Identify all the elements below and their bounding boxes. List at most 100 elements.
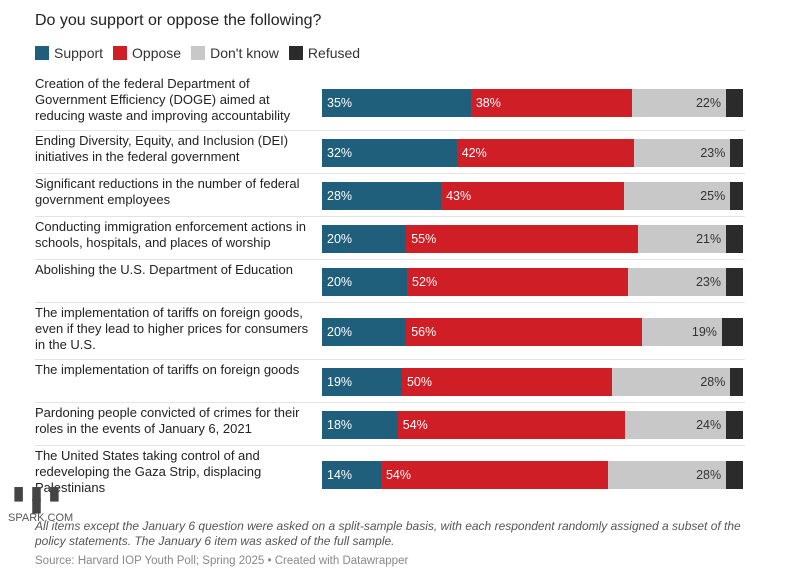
watermark-logo: █ █ █ █ SPARK.COM bbox=[8, 487, 74, 524]
data-label: 42% bbox=[461, 146, 487, 160]
bar-segment-dontknow: 25% bbox=[623, 182, 731, 210]
bar-segment-support: 20% bbox=[322, 225, 407, 253]
stacked-bar: 28% 43% 25% bbox=[322, 182, 743, 210]
bar-segment-refused bbox=[725, 89, 743, 117]
legend-item-support: Support bbox=[35, 45, 103, 61]
chart-row: Creation of the federal Department of Go… bbox=[35, 76, 745, 128]
legend-swatch bbox=[113, 46, 128, 60]
data-label: 20% bbox=[327, 275, 353, 289]
chart-row: Pardoning people convicted of crimes for… bbox=[35, 405, 745, 443]
watermark-text: SPARK.COM bbox=[8, 512, 74, 524]
data-label: 23% bbox=[700, 146, 726, 160]
data-label: 19% bbox=[691, 325, 717, 339]
category-label: The implementation of tariffs on foreign… bbox=[35, 305, 309, 352]
bar-segment-refused bbox=[726, 411, 743, 439]
bar-segment-oppose: 54% bbox=[397, 411, 626, 439]
chart-row: The implementation of tariffs on foreign… bbox=[35, 305, 745, 357]
bar-segment-refused bbox=[730, 139, 743, 167]
data-label: 28% bbox=[696, 468, 722, 482]
bar-segment-oppose: 50% bbox=[401, 368, 613, 396]
bar-segment-oppose: 42% bbox=[456, 139, 634, 167]
data-label: 50% bbox=[406, 375, 433, 389]
bar-segment-support: 20% bbox=[322, 268, 408, 296]
data-label: 32% bbox=[327, 146, 353, 160]
row-divider bbox=[35, 259, 745, 260]
bar-segment-oppose: 43% bbox=[441, 182, 624, 210]
row-divider bbox=[35, 130, 745, 131]
row-divider bbox=[35, 173, 745, 174]
category-label: Significant reductions in the number of … bbox=[35, 176, 300, 207]
data-label: 56% bbox=[411, 325, 437, 339]
stacked-bar: 32% 42% 23% bbox=[322, 139, 743, 167]
bar-segment-refused bbox=[721, 318, 743, 346]
bar-segment-dontknow: 28% bbox=[608, 461, 727, 489]
data-label: 23% bbox=[695, 275, 721, 289]
bar-segment-refused bbox=[730, 182, 743, 210]
legend-item-oppose: Oppose bbox=[113, 45, 181, 61]
data-label: 14% bbox=[327, 468, 353, 482]
chart-row: Conducting immigration enforcement actio… bbox=[35, 219, 745, 257]
data-label: 21% bbox=[696, 232, 722, 246]
data-label: 20% bbox=[327, 325, 353, 339]
row-divider bbox=[35, 216, 745, 217]
data-label: 24% bbox=[696, 418, 722, 432]
data-label: 28% bbox=[700, 375, 726, 389]
category-label: Conducting immigration enforcement actio… bbox=[35, 219, 306, 250]
chart-note: All items except the January 6 question … bbox=[35, 519, 741, 548]
data-label: 35% bbox=[327, 96, 353, 110]
category-label: The United States taking control of and … bbox=[35, 448, 262, 495]
bar-segment-oppose: 55% bbox=[406, 225, 638, 253]
row-divider bbox=[35, 402, 745, 403]
bar-segment-refused bbox=[726, 461, 743, 489]
bar-segment-dontknow: 28% bbox=[612, 368, 731, 396]
data-label: 22% bbox=[695, 96, 721, 110]
chart-row: The United States taking control of and … bbox=[35, 448, 745, 500]
legend-swatch bbox=[191, 46, 206, 60]
data-label: 54% bbox=[402, 418, 428, 432]
bar-segment-refused bbox=[726, 225, 743, 253]
chart-source: Source: Harvard IOP Youth Poll; Spring 2… bbox=[35, 555, 409, 567]
bar-segment-dontknow: 24% bbox=[625, 411, 727, 439]
legend-label: Don't know bbox=[210, 45, 279, 61]
stacked-bar: 14% 54% 28% bbox=[322, 461, 743, 489]
chart-row: Ending Diversity, Equity, and Inclusion … bbox=[35, 133, 745, 171]
data-label: 19% bbox=[327, 375, 353, 389]
bar-segment-support: 32% bbox=[322, 139, 457, 167]
legend-item-refused: Refused bbox=[288, 45, 361, 61]
bar-segment-oppose: 54% bbox=[380, 461, 609, 489]
data-label: 18% bbox=[327, 418, 353, 432]
stacked-bar: 20% 55% 21% bbox=[322, 225, 743, 253]
legend-swatch bbox=[35, 46, 49, 60]
stacked-bar: 19% 50% 28% bbox=[322, 368, 743, 396]
data-label: 54% bbox=[385, 468, 411, 482]
bar-segment-refused bbox=[730, 368, 743, 396]
stacked-bar: 35% 38% 22% bbox=[322, 89, 743, 117]
bar-segment-dontknow: 21% bbox=[637, 225, 727, 253]
stacked-bar: 18% 54% 24% bbox=[322, 411, 743, 439]
bar-segment-support: 28% bbox=[322, 182, 442, 210]
chart-row: The implementation of tariffs on foreign… bbox=[35, 362, 745, 400]
row-divider bbox=[35, 445, 745, 446]
bar-segment-oppose: 38% bbox=[470, 89, 633, 117]
data-label: 38% bbox=[475, 96, 501, 110]
bar-segment-dontknow: 23% bbox=[628, 268, 726, 296]
legend-label: Refused bbox=[307, 45, 361, 61]
legend-label: Oppose bbox=[132, 45, 182, 61]
bar-segment-support: 20% bbox=[322, 318, 407, 346]
data-label: 52% bbox=[412, 275, 438, 289]
data-label: 25% bbox=[700, 189, 726, 203]
bar-segment-dontknow: 19% bbox=[641, 318, 722, 346]
bar-segment-support: 35% bbox=[322, 89, 471, 117]
data-label: 55% bbox=[411, 232, 437, 246]
data-label: 43% bbox=[446, 189, 472, 203]
row-divider bbox=[35, 302, 745, 303]
chart-title: Do you support or oppose the following? bbox=[35, 12, 322, 29]
category-label: Ending Diversity, Equity, and Inclusion … bbox=[35, 133, 289, 164]
watermark-glyphs: █ █ █ █ bbox=[14, 487, 62, 513]
data-label: 28% bbox=[327, 189, 353, 203]
chart-row: Abolishing the U.S. Department of Educat… bbox=[35, 262, 745, 300]
stacked-bar: 20% 52% 23% bbox=[322, 268, 743, 296]
bar-segment-support: 19% bbox=[322, 368, 402, 396]
stacked-bar: 20% 56% 19% bbox=[322, 318, 743, 346]
legend-label: Support bbox=[54, 45, 104, 61]
